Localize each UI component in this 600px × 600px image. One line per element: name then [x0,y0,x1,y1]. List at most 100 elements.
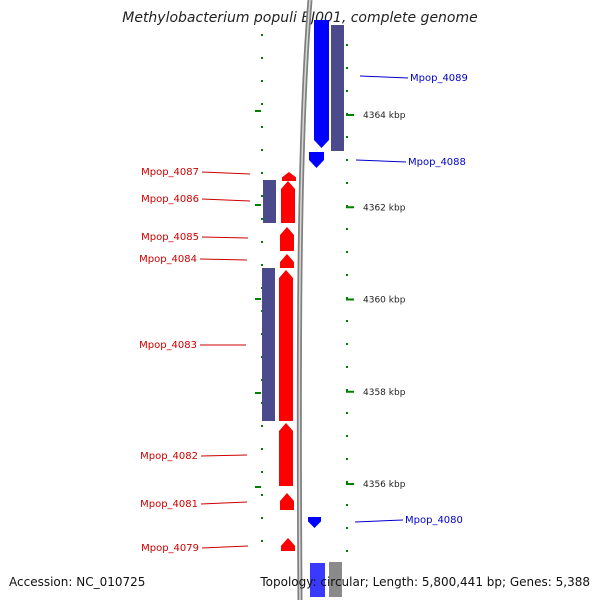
tick-dot [261,195,263,197]
tick-dot [261,494,263,496]
tick-dot [261,540,263,542]
gene-label-mpop-4088: Mpop_4088 [408,157,466,168]
tick-major [255,204,261,206]
tick-dot [346,504,348,506]
tick-dot [261,57,263,59]
tick-dot [346,228,348,230]
scale-tick [346,298,354,301]
gene-label-mpop-4085: Mpop_4085 [141,232,199,243]
scale-label: 4358 kbp [363,388,406,398]
tick-dot [261,126,263,128]
tick-dot [261,80,263,82]
gene-arrow-mpop-4086 [281,181,295,223]
tick-dot [346,251,348,253]
gene-label-mpop-4080: Mpop_4080 [405,515,463,526]
tick-dot [346,274,348,276]
gene-arrow-mpop-4085 [280,227,294,251]
tick-major [255,486,261,488]
leader-line [359,75,409,79]
tick-dot [346,90,348,92]
gene-arrow-mpop-4083 [279,270,293,421]
gene-label-mpop-4083: Mpop_4083 [139,340,197,351]
tick-dot [261,264,263,266]
tick-dot [346,550,348,552]
tick-dot [346,343,348,345]
scale-label: 4364 kbp [363,111,406,121]
scale-tick [346,390,354,393]
gene-arrow-mpop-4080 [308,517,321,528]
gene-label-mpop-4082: Mpop_4082 [140,451,198,462]
tick-major [255,392,261,394]
tick-dot [346,366,348,368]
tick-dot [346,412,348,414]
tick-dot [346,44,348,46]
tick-dot [346,458,348,460]
tick-dot [261,149,263,151]
map-title: Methylobacterium populi BJ001, complete … [122,10,478,26]
feature-bar [262,268,275,421]
tick-column-right [346,44,348,552]
tick-dot [261,218,263,220]
tick-dot [261,471,263,473]
scale-label: 4356 kbp [363,480,406,490]
gene-arrow-mpop-4081 [280,493,294,510]
gene-arrow-mpop-4082 [279,423,293,486]
leader-line [199,258,248,261]
genome-backbone [296,0,313,600]
tick-dot [346,435,348,437]
tick-dot [261,448,263,450]
gene-arrow-mpop-4087 [282,172,296,181]
tick-dot [261,241,263,243]
tick-dot [346,182,348,184]
tick-dot [346,159,348,161]
tick-dot [261,425,263,427]
leader-line [354,519,404,523]
scale-tick [346,483,354,485]
tick-major [255,298,261,300]
gene-arrow-next [310,563,325,597]
leader-line [201,545,249,549]
leader-line [201,171,251,175]
tick-dot [261,103,263,105]
gene-arrow-mpop-4088 [309,152,324,168]
scale-tick [346,114,354,116]
tick-dot [346,389,348,391]
feature-bars [262,25,344,597]
leader-line [355,159,407,163]
leader-line [201,236,249,239]
backbone-highlight [298,0,311,600]
tick-dot [261,517,263,519]
feature-bar [263,180,276,223]
leader-line [200,454,248,457]
gene-label-mpop-4084: Mpop_4084 [139,254,197,265]
tick-column-left [255,34,263,542]
genome-summary-text: Topology: circular; Length: 5,800,441 bp… [260,575,590,589]
scale-labels: 4364 kbp 4362 kbp 4360 kbp 4358 kbp 4356 kbp [346,111,406,490]
tick-dot [346,481,348,483]
tick-major [255,110,261,112]
gene-label-mpop-4079: Mpop_4079 [141,543,199,554]
feature-bar [329,562,342,597]
tick-dot [346,527,348,529]
tick-dot [261,172,263,174]
gene-label-mpop-4081: Mpop_4081 [140,499,198,510]
gene-arrow-mpop-4079 [281,538,295,551]
scale-label: 4362 kbp [363,203,406,213]
gene-label-mpop-4089: Mpop_4089 [410,73,468,84]
tick-dot [346,67,348,69]
feature-bar [331,25,344,151]
tick-dot [261,34,263,36]
gene-arrow-mpop-4084 [280,254,294,268]
tick-dot [346,136,348,138]
scale-label: 4360 kbp [363,296,406,306]
gene-label-mpop-4087: Mpop_4087 [141,167,199,178]
gene-arrows [279,20,329,597]
tick-dot [346,320,348,322]
leader-line [201,198,251,202]
gene-arrow-mpop-4089 [314,20,329,148]
gene-labels: Mpop_4089 Mpop_4088 Mpop_4087 Mpop_4086 Mpop… [139,73,468,554]
gene-label-mpop-4086: Mpop_4086 [141,194,199,205]
leader-line [200,501,248,505]
accession-text: Accession: NC_010725 [9,575,146,589]
